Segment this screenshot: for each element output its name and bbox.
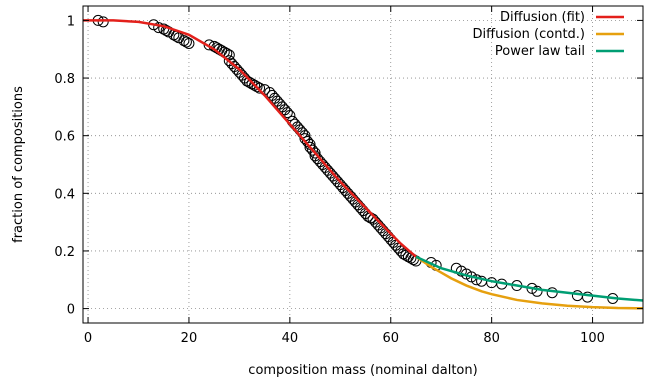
x-tick-label: 20 — [181, 331, 198, 346]
y-tick-label: 0 — [67, 303, 75, 318]
data-point — [97, 16, 109, 28]
data-point — [582, 291, 594, 303]
ticks: 0 20 40 60 80 100 0 0.2 0.4 0.6 0.8 1 — [54, 6, 643, 346]
data-point — [546, 287, 558, 299]
x-tick-label: 60 — [382, 331, 399, 346]
data-point — [281, 107, 293, 119]
series-line-0 — [83, 19, 417, 258]
data-point — [302, 135, 314, 147]
x-tick-label: 0 — [84, 331, 92, 346]
plot-frame — [82, 5, 644, 324]
data-point — [309, 147, 321, 159]
data-point — [180, 36, 192, 48]
legend-label: Diffusion (contd.) — [473, 27, 586, 42]
data-point — [153, 22, 165, 34]
x-axis-label: composition mass (nominal dalton) — [248, 363, 477, 378]
y-tick-label: 0.6 — [54, 130, 75, 145]
series-line-1 — [415, 255, 643, 310]
data-point — [251, 81, 263, 93]
x-tick-label: 40 — [282, 331, 299, 346]
y-tick-label: 0.4 — [54, 187, 75, 202]
y-tick-label: 0.8 — [54, 72, 75, 87]
data-point — [571, 290, 583, 302]
data-point — [183, 37, 195, 49]
x-tick-label: 100 — [580, 331, 605, 346]
y-axis-label: fraction of compositions — [11, 86, 26, 243]
data-point — [307, 144, 319, 156]
x-tick-label: 80 — [483, 331, 500, 346]
legend: Diffusion (fit) Diffusion (contd.) Power l… — [473, 10, 624, 59]
plot-area — [83, 14, 643, 310]
y-tick-label: 1 — [67, 14, 75, 29]
data-point — [254, 82, 266, 94]
y-tick-label: 0.2 — [54, 245, 75, 260]
legend-label: Diffusion (fit) — [500, 10, 585, 25]
data-point — [531, 285, 543, 297]
series-line-2 — [415, 255, 643, 302]
data-point — [304, 138, 316, 150]
data-point — [284, 110, 296, 122]
grid — [83, 6, 643, 323]
legend-label: Power law tail — [495, 44, 585, 59]
